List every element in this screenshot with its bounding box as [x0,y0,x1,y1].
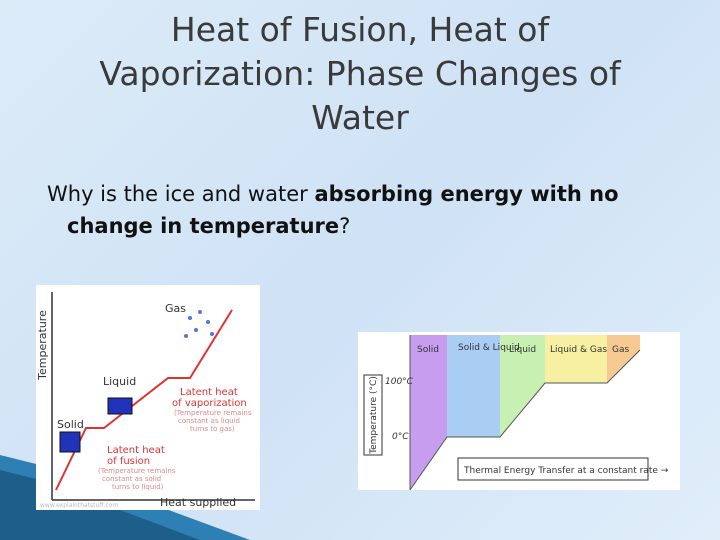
phase-region [410,335,447,490]
temp-label: 100°C [385,377,414,387]
axis-label: Heat supplied [160,496,236,509]
body-text: Why is the ice and water absorbing energ… [47,178,707,242]
text: Why is the ice and water [47,182,315,206]
arrow-box [457,457,649,481]
title-line: Heat of Fusion, Heat of [170,10,550,49]
phase-region [500,335,545,437]
note: turns to liquid) [112,483,164,491]
temp-label: 0°C [392,432,409,442]
bold-text: absorbing energy with no change in tempe… [67,182,619,238]
arrow-label: Thermal Energy Transfer at a constant ra… [463,466,669,476]
solid-icon [59,431,81,453]
credit: www.explainthatstuff.com [40,502,118,509]
label: Liquid [103,375,136,388]
label: of fusion [107,456,150,467]
phase-label: Gas [612,345,629,355]
liquid-icon [107,397,133,415]
phase-region [447,335,500,437]
panel [36,285,260,510]
phase-region [607,335,640,383]
note: constant as solid [102,475,161,483]
curve [409,349,641,491]
title-line: Water [311,98,409,137]
label: Solid [57,418,84,431]
phase-label: Liquid [509,345,536,355]
curve [55,309,233,491]
phase-region [545,335,607,383]
axis-label: Temperature [36,310,49,381]
label: of vaporization [172,398,247,409]
label: Gas [165,302,186,315]
text: ? [339,214,351,238]
note: (Temperature remains [174,409,252,417]
label: Latent heat [180,387,238,398]
phase-label: Solid & Liquid [458,343,520,353]
phase-label: Liquid & Gas [550,345,607,355]
label: Latent heat [107,445,165,456]
axis-label: Temperature (°C) [369,376,379,455]
title-line: Vaporization: Phase Changes of [99,54,621,93]
axis-box [363,374,383,456]
note: constant as liquid [178,417,240,425]
note: (Temperature remains [98,467,176,475]
note: turns to gas) [190,425,235,433]
phase-label: Solid [417,345,439,355]
gas-icon [184,310,214,338]
